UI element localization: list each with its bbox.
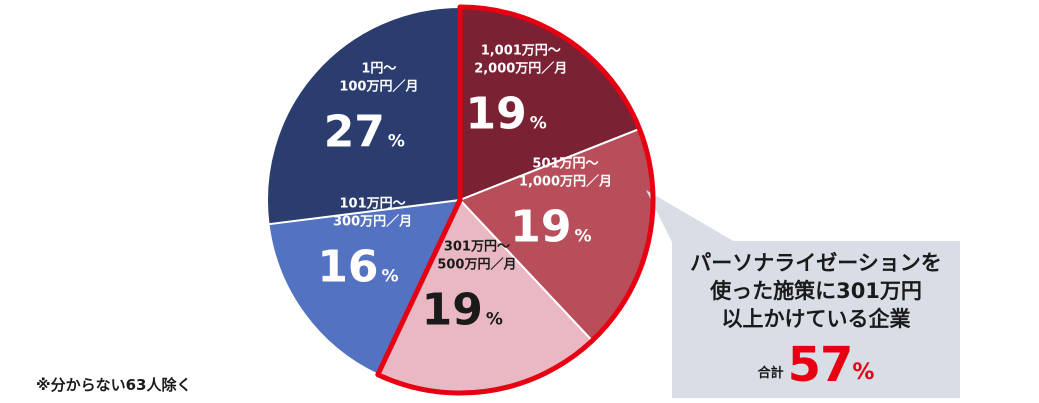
slice-label-line2-4: 100万円／月: [339, 79, 418, 95]
callout-box: パーソナライゼーションを 使った施策に301万円 以上かけている企業 合計57%: [672, 241, 960, 398]
slice-label-line2-1: 1,000万円／月: [519, 174, 612, 190]
callout-pointer: [646, 190, 735, 242]
slice-label-line1-0: 1,001万円～: [481, 44, 561, 59]
slice-value-2: 19: [422, 285, 483, 336]
total-label: 合計: [757, 366, 784, 381]
slice-value-4: 27: [324, 107, 385, 158]
slice-value-1: 19: [510, 202, 571, 253]
highlight-outline: [375, 4, 656, 396]
slice-label-line2-0: 2,000万円／月: [474, 61, 567, 77]
slice-unit-3: %: [382, 267, 399, 287]
slice-unit-1: %: [574, 227, 591, 247]
pie-slice-3: [267, 198, 462, 376]
pie-slices: [266, 5, 654, 394]
slice-label-line1-4: 1円～: [361, 62, 396, 77]
slice-unit-0: %: [530, 114, 547, 134]
slice-label-line2-2: 500万円／月: [437, 257, 516, 273]
callout-line-3: 以上かけている企業: [721, 307, 911, 331]
slice-value-0: 19: [466, 89, 527, 140]
slice-label-line1-3: 101万円～: [339, 197, 405, 212]
slice-label-line1-2: 301万円～: [444, 240, 510, 255]
total-value: 57: [787, 337, 854, 393]
slice-value-3: 16: [317, 242, 378, 293]
total-unit: %: [852, 360, 875, 385]
callout-total: 合計57%: [672, 341, 960, 400]
slice-unit-4: %: [388, 132, 405, 152]
slice-labels: 1,001万円～ 2,000万円／月 19 % 501万円～ 1,000万円／月 19 % 30…: [317, 44, 612, 336]
pie-slice-4: [266, 5, 461, 226]
slice-label-line1-1: 501万円～: [532, 157, 598, 172]
callout-line-2: 使った施策に301万円: [710, 279, 922, 303]
callout-line-1: パーソナライゼーションを: [690, 251, 942, 275]
slice-label-line2-3: 300万円／月: [333, 214, 412, 230]
footnote: ※分からない63人除く: [36, 376, 192, 394]
slice-unit-2: %: [486, 310, 503, 330]
